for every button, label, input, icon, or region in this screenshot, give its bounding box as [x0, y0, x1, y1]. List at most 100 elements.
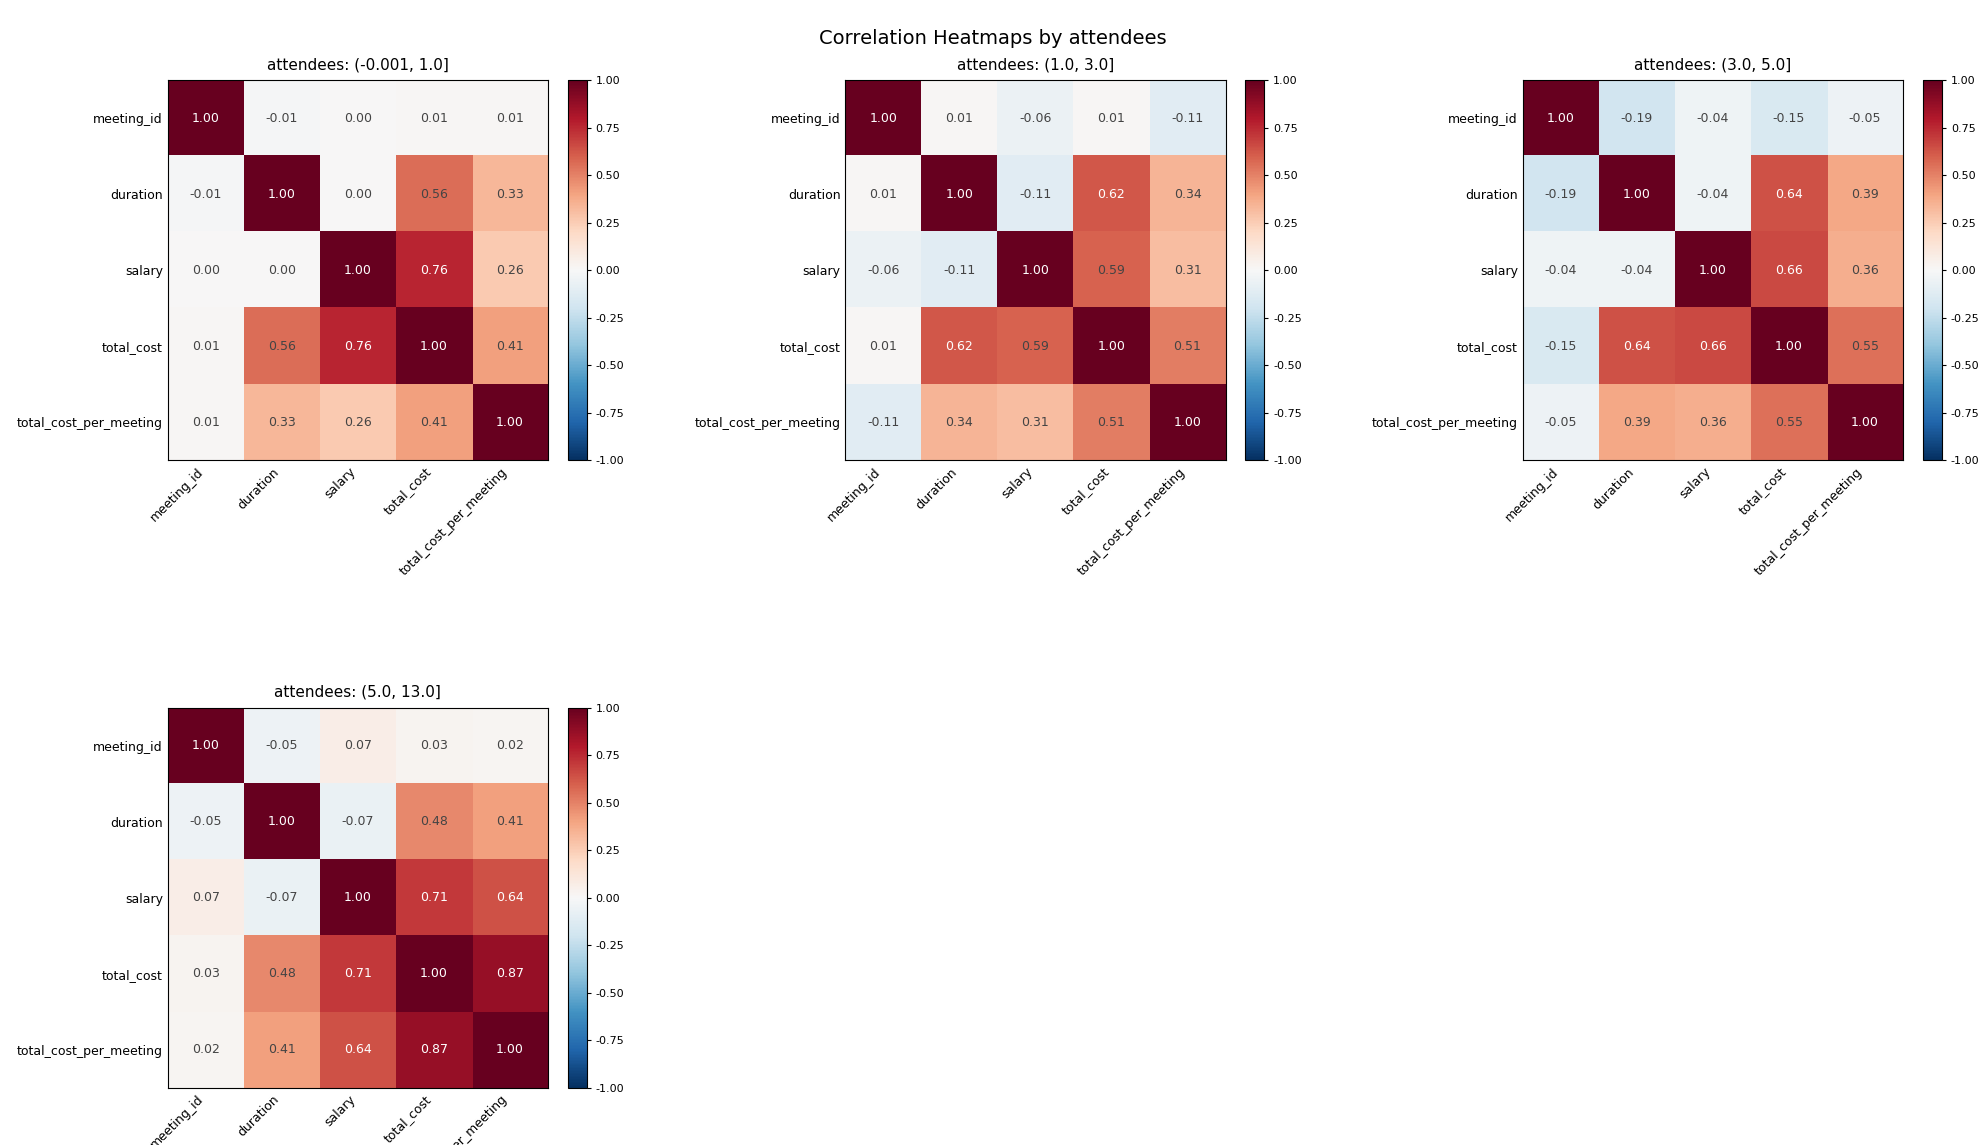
Text: 0.59: 0.59 — [1022, 340, 1050, 353]
Title: attendees: (5.0, 13.0]: attendees: (5.0, 13.0] — [274, 685, 441, 700]
Text: 0.39: 0.39 — [1624, 416, 1652, 429]
Text: 0.31: 0.31 — [1022, 416, 1050, 429]
Text: Correlation Heatmaps by attendees: Correlation Heatmaps by attendees — [818, 29, 1167, 48]
Title: attendees: (-0.001, 1.0]: attendees: (-0.001, 1.0] — [266, 57, 449, 72]
Text: -0.04: -0.04 — [1697, 112, 1729, 125]
Text: 0.01: 0.01 — [869, 340, 897, 353]
Text: -0.11: -0.11 — [943, 263, 975, 277]
Text: 0.56: 0.56 — [421, 188, 449, 200]
Text: 0.01: 0.01 — [496, 112, 524, 125]
Text: 0.36: 0.36 — [1699, 416, 1727, 429]
Text: 0.00: 0.00 — [193, 263, 220, 277]
Text: 0.01: 0.01 — [869, 188, 897, 200]
Text: -0.11: -0.11 — [1020, 188, 1052, 200]
Text: 0.39: 0.39 — [1852, 188, 1880, 200]
Text: 1.00: 1.00 — [1775, 340, 1802, 353]
Text: 0.41: 0.41 — [496, 815, 524, 828]
Text: 0.76: 0.76 — [343, 340, 371, 353]
Text: 0.64: 0.64 — [1624, 340, 1652, 353]
Title: attendees: (3.0, 5.0]: attendees: (3.0, 5.0] — [1634, 57, 1792, 72]
Text: 1.00: 1.00 — [268, 815, 296, 828]
Text: 0.34: 0.34 — [1173, 188, 1201, 200]
Text: 0.71: 0.71 — [343, 968, 371, 980]
Text: 1.00: 1.00 — [1699, 263, 1727, 277]
Text: 0.55: 0.55 — [1775, 416, 1802, 429]
Text: 0.59: 0.59 — [1098, 263, 1125, 277]
Text: 1.00: 1.00 — [1022, 263, 1050, 277]
Text: 1.00: 1.00 — [193, 739, 220, 752]
Text: 0.71: 0.71 — [421, 891, 449, 905]
Text: 0.36: 0.36 — [1852, 263, 1880, 277]
Text: 0.55: 0.55 — [1852, 340, 1880, 353]
Text: -0.06: -0.06 — [1018, 112, 1052, 125]
Text: -0.05: -0.05 — [1848, 112, 1882, 125]
Text: -0.01: -0.01 — [191, 188, 222, 200]
Text: 0.66: 0.66 — [1775, 263, 1802, 277]
Text: 1.00: 1.00 — [268, 188, 296, 200]
Text: 1.00: 1.00 — [1546, 112, 1574, 125]
Text: 0.64: 0.64 — [343, 1043, 371, 1056]
Text: 0.02: 0.02 — [193, 1043, 220, 1056]
Text: 0.41: 0.41 — [268, 1043, 296, 1056]
Text: -0.19: -0.19 — [1544, 188, 1576, 200]
Text: 0.41: 0.41 — [421, 416, 449, 429]
Text: 1.00: 1.00 — [343, 263, 371, 277]
Text: -0.19: -0.19 — [1622, 112, 1654, 125]
Text: 0.48: 0.48 — [268, 968, 296, 980]
Text: 1.00: 1.00 — [193, 112, 220, 125]
Text: 0.01: 0.01 — [1098, 112, 1125, 125]
Text: 0.03: 0.03 — [193, 968, 220, 980]
Text: -0.07: -0.07 — [341, 815, 373, 828]
Text: 0.64: 0.64 — [1775, 188, 1802, 200]
Text: -0.05: -0.05 — [189, 815, 222, 828]
Text: -0.15: -0.15 — [1773, 112, 1804, 125]
Text: -0.15: -0.15 — [1544, 340, 1576, 353]
Text: 0.87: 0.87 — [421, 1043, 449, 1056]
Text: 0.62: 0.62 — [945, 340, 973, 353]
Text: 1.00: 1.00 — [945, 188, 973, 200]
Text: 1.00: 1.00 — [869, 112, 897, 125]
Text: -0.07: -0.07 — [266, 891, 298, 905]
Text: 0.01: 0.01 — [193, 340, 220, 353]
Text: 1.00: 1.00 — [421, 968, 449, 980]
Text: 0.31: 0.31 — [1173, 263, 1201, 277]
Text: 0.33: 0.33 — [268, 416, 296, 429]
Text: -0.01: -0.01 — [266, 112, 298, 125]
Text: -0.04: -0.04 — [1697, 188, 1729, 200]
Text: 0.26: 0.26 — [343, 416, 371, 429]
Text: 0.34: 0.34 — [945, 416, 973, 429]
Text: 0.07: 0.07 — [343, 739, 371, 752]
Text: 1.00: 1.00 — [1173, 416, 1201, 429]
Text: 1.00: 1.00 — [343, 891, 371, 905]
Text: 0.26: 0.26 — [496, 263, 524, 277]
Text: 0.48: 0.48 — [421, 815, 449, 828]
Text: 0.07: 0.07 — [193, 891, 220, 905]
Text: -0.06: -0.06 — [867, 263, 899, 277]
Text: 1.00: 1.00 — [1852, 416, 1880, 429]
Text: 0.01: 0.01 — [193, 416, 220, 429]
Text: 0.01: 0.01 — [945, 112, 973, 125]
Text: 0.00: 0.00 — [268, 263, 296, 277]
Text: -0.04: -0.04 — [1620, 263, 1654, 277]
Text: 0.87: 0.87 — [496, 968, 524, 980]
Text: 0.00: 0.00 — [343, 112, 371, 125]
Title: attendees: (1.0, 3.0]: attendees: (1.0, 3.0] — [957, 57, 1114, 72]
Text: 0.64: 0.64 — [496, 891, 524, 905]
Text: 0.66: 0.66 — [1699, 340, 1727, 353]
Text: 1.00: 1.00 — [1098, 340, 1125, 353]
Text: -0.05: -0.05 — [1544, 416, 1578, 429]
Text: 0.33: 0.33 — [496, 188, 524, 200]
Text: -0.05: -0.05 — [266, 739, 298, 752]
Text: 0.41: 0.41 — [496, 340, 524, 353]
Text: 0.51: 0.51 — [1173, 340, 1201, 353]
Text: -0.11: -0.11 — [1171, 112, 1203, 125]
Text: 1.00: 1.00 — [496, 1043, 524, 1056]
Text: -0.04: -0.04 — [1544, 263, 1576, 277]
Text: 0.03: 0.03 — [421, 739, 449, 752]
Text: 1.00: 1.00 — [496, 416, 524, 429]
Text: 0.56: 0.56 — [268, 340, 296, 353]
Text: 1.00: 1.00 — [421, 340, 449, 353]
Text: 1.00: 1.00 — [1624, 188, 1652, 200]
Text: -0.11: -0.11 — [867, 416, 899, 429]
Text: 0.01: 0.01 — [421, 112, 449, 125]
